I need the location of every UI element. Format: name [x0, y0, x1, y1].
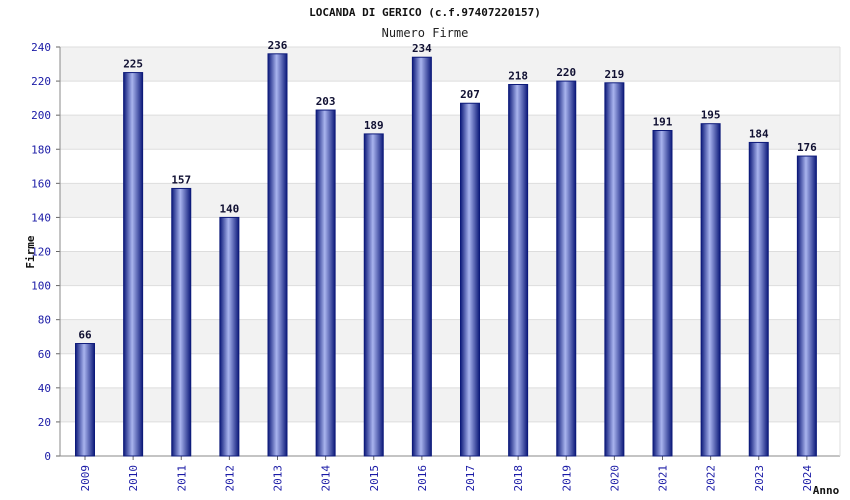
y-tick-label: 140	[31, 211, 51, 224]
x-tick-label: 2009	[79, 465, 92, 492]
x-tick-label: 2018	[512, 465, 525, 492]
data-label: 220	[556, 66, 576, 79]
bar	[652, 130, 673, 457]
y-tick-label: 160	[31, 177, 51, 190]
bar	[700, 123, 721, 457]
y-tick-label: 60	[38, 348, 51, 361]
x-tick-label: 2023	[753, 465, 766, 492]
data-label: 184	[749, 127, 769, 140]
x-tick-label: 2021	[657, 465, 670, 492]
data-label: 66	[78, 329, 92, 342]
bar	[315, 109, 336, 457]
bar	[171, 187, 192, 457]
x-tick-label: 2017	[464, 465, 477, 492]
x-tick-label: 2022	[705, 465, 718, 492]
y-tick-label: 240	[31, 41, 51, 54]
x-tick-label: 2019	[560, 465, 573, 492]
chart-title: LOCANDA DI GERICO (c.f.97407220157)	[309, 6, 541, 19]
bar	[267, 53, 288, 457]
bar	[75, 343, 95, 457]
x-axis-label: Anno	[813, 484, 840, 497]
x-tick-label: 2024	[801, 465, 814, 492]
data-label: 157	[171, 173, 191, 186]
data-label: 195	[701, 109, 721, 122]
chart-subtitle: Numero Firme	[382, 26, 469, 40]
x-tick-label: 2020	[608, 465, 621, 492]
x-tick-label: 2014	[320, 465, 333, 492]
data-labels: 66 225 157 140 236 203 189 234 207 218 220 219 191 19…	[78, 39, 817, 342]
tick-labels: 0 20 40 60 80 100 120 140 160 180 200 220 240 2009 201…	[31, 41, 814, 492]
x-tick-label: 2011	[175, 465, 188, 492]
data-label: 203	[316, 95, 336, 108]
bar	[219, 216, 240, 457]
bar	[123, 72, 144, 457]
grid-band	[60, 47, 840, 82]
bar	[460, 102, 480, 457]
y-tick-label: 220	[31, 75, 51, 88]
x-tick-label: 2012	[223, 465, 236, 492]
y-tick-label: 200	[31, 109, 51, 122]
y-axis-label: Firme	[24, 235, 37, 268]
x-tick-label: 2010	[127, 465, 140, 492]
bar	[411, 56, 432, 457]
bar	[748, 141, 769, 457]
data-label: 219	[604, 68, 624, 81]
data-label: 225	[123, 58, 143, 71]
y-tick-label: 40	[38, 382, 51, 395]
data-label: 176	[797, 141, 817, 154]
y-tick-label: 80	[38, 314, 51, 327]
bar	[363, 133, 384, 457]
data-label: 218	[508, 69, 528, 82]
y-tick-label: 120	[31, 246, 51, 259]
bar	[556, 80, 577, 457]
bar	[796, 155, 817, 457]
x-tick-label: 2016	[416, 465, 429, 492]
y-tick-label: 100	[31, 280, 51, 293]
grid-band	[60, 115, 840, 150]
bar	[604, 82, 625, 457]
bar	[508, 83, 529, 457]
data-label: 189	[364, 119, 384, 132]
x-tick-label: 2013	[272, 465, 285, 492]
bar-series	[75, 53, 817, 457]
data-label: 236	[268, 39, 288, 52]
data-label: 191	[653, 116, 673, 129]
y-tick-label: 180	[31, 143, 51, 156]
y-tick-label: 20	[38, 416, 51, 429]
data-label: 140	[219, 202, 239, 215]
data-label: 234	[412, 42, 432, 55]
y-tick-label: 0	[44, 450, 51, 463]
x-tick-label: 2015	[368, 465, 381, 492]
data-label: 207	[460, 88, 480, 101]
